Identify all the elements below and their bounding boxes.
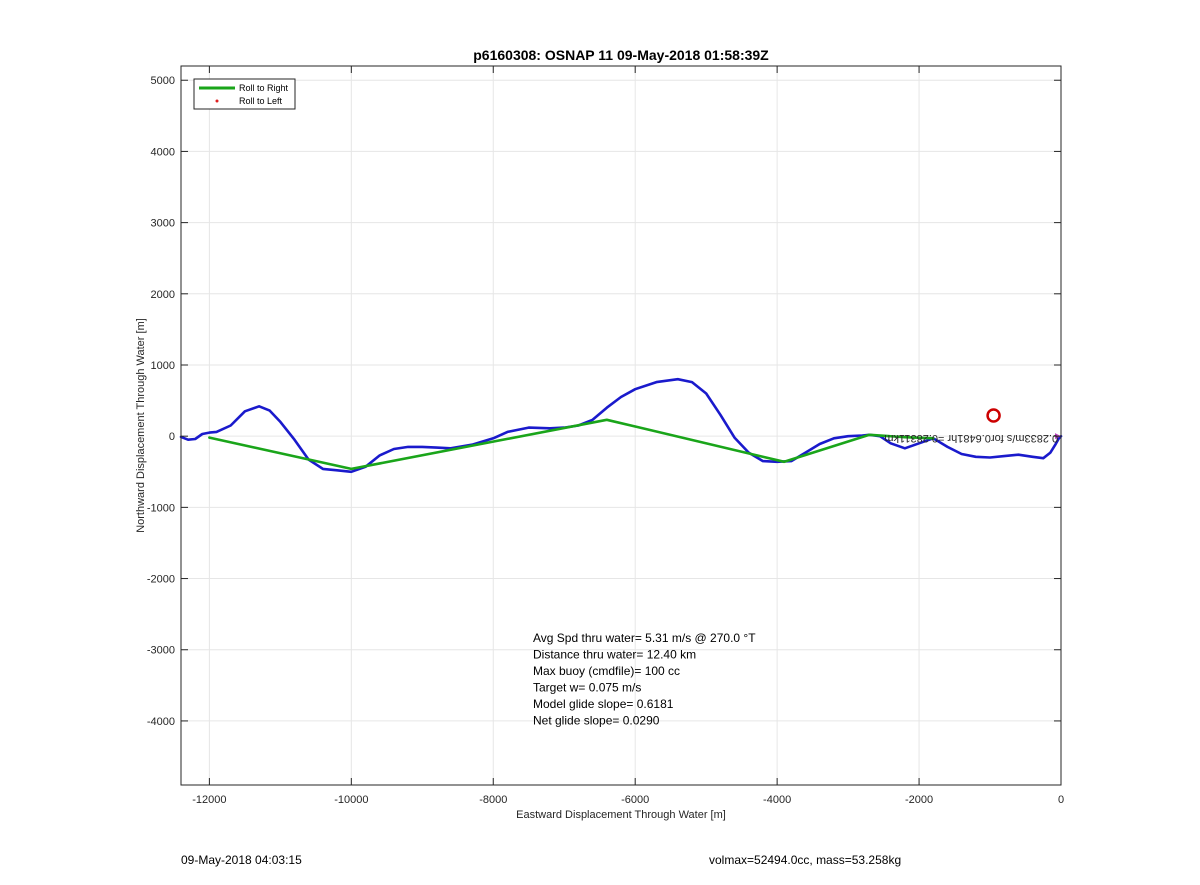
x-tick-label: -10000 <box>334 794 368 806</box>
x-tick-label: -4000 <box>763 794 791 806</box>
stats-line: Model glide slope= 0.6181 <box>533 697 674 711</box>
footer-vehicle-info: volmax=52494.0cc, mass=53.258kg <box>709 853 902 867</box>
stats-line: Max buoy (cmdfile)= 100 cc <box>533 664 680 678</box>
axis-ticks: -12000 -10000 -8000 -6000 -4000 -2000 0-4000-3… <box>147 66 1064 806</box>
x-tick-label: -2000 <box>905 794 933 806</box>
grid-lines <box>181 66 1062 785</box>
stats-line: Net glide slope= 0.0290 <box>533 714 660 728</box>
stats-text-block: Avg Spd thru water= 5.31 m/s @ 270.0 °T D… <box>533 631 756 728</box>
y-tick-label: -4000 <box>147 716 175 728</box>
y-tick-label: 4000 <box>151 146 175 158</box>
x-tick-label: -12000 <box>192 794 226 806</box>
stats-line: Distance thru water= 12.40 km <box>533 648 696 662</box>
chart-title: p6160308: OSNAP 11 09-May-2018 01:58:39Z <box>473 47 769 63</box>
series-layer: 0.2833m/s for0.6481hr =0.28311km <box>179 377 1063 474</box>
y-tick-label: 0 <box>169 431 175 443</box>
current-position-marker <box>986 408 1001 423</box>
axes-box <box>180 65 1062 786</box>
legend-label: Roll to Left <box>239 96 283 106</box>
series-trajectory <box>179 377 1063 474</box>
series-roll-to-right <box>208 418 935 471</box>
y-tick-label: -1000 <box>147 502 175 514</box>
y-tick-label: 5000 <box>151 75 175 87</box>
x-tick-label: -8000 <box>479 794 507 806</box>
stats-line: Target w= 0.075 m/s <box>533 681 641 695</box>
y-tick-label: -2000 <box>147 574 175 586</box>
x-tick-label: 0 <box>1058 794 1064 806</box>
y-tick-label: 2000 <box>151 289 175 301</box>
footer-timestamp: 09-May-2018 04:03:15 <box>181 853 302 867</box>
legend-swatch-dot <box>215 99 219 103</box>
x-axis-label: Eastward Displacement Through Water [m] <box>516 809 726 821</box>
y-tick-label: 1000 <box>151 360 175 372</box>
y-axis-label: Northward Displacement Through Water [m] <box>135 318 147 533</box>
current-annotation: 0.2833m/s for0.6481hr =0.28311km <box>884 432 1058 444</box>
y-tick-label: 3000 <box>151 218 175 230</box>
legend-box <box>193 78 296 110</box>
stats-line: Avg Spd thru water= 5.31 m/s @ 270.0 °T <box>533 631 756 645</box>
legend-label: Roll to Right <box>239 83 289 93</box>
legend: Roll to Right Roll to Left <box>193 78 296 110</box>
y-tick-label: -3000 <box>147 645 175 657</box>
x-tick-label: -6000 <box>621 794 649 806</box>
